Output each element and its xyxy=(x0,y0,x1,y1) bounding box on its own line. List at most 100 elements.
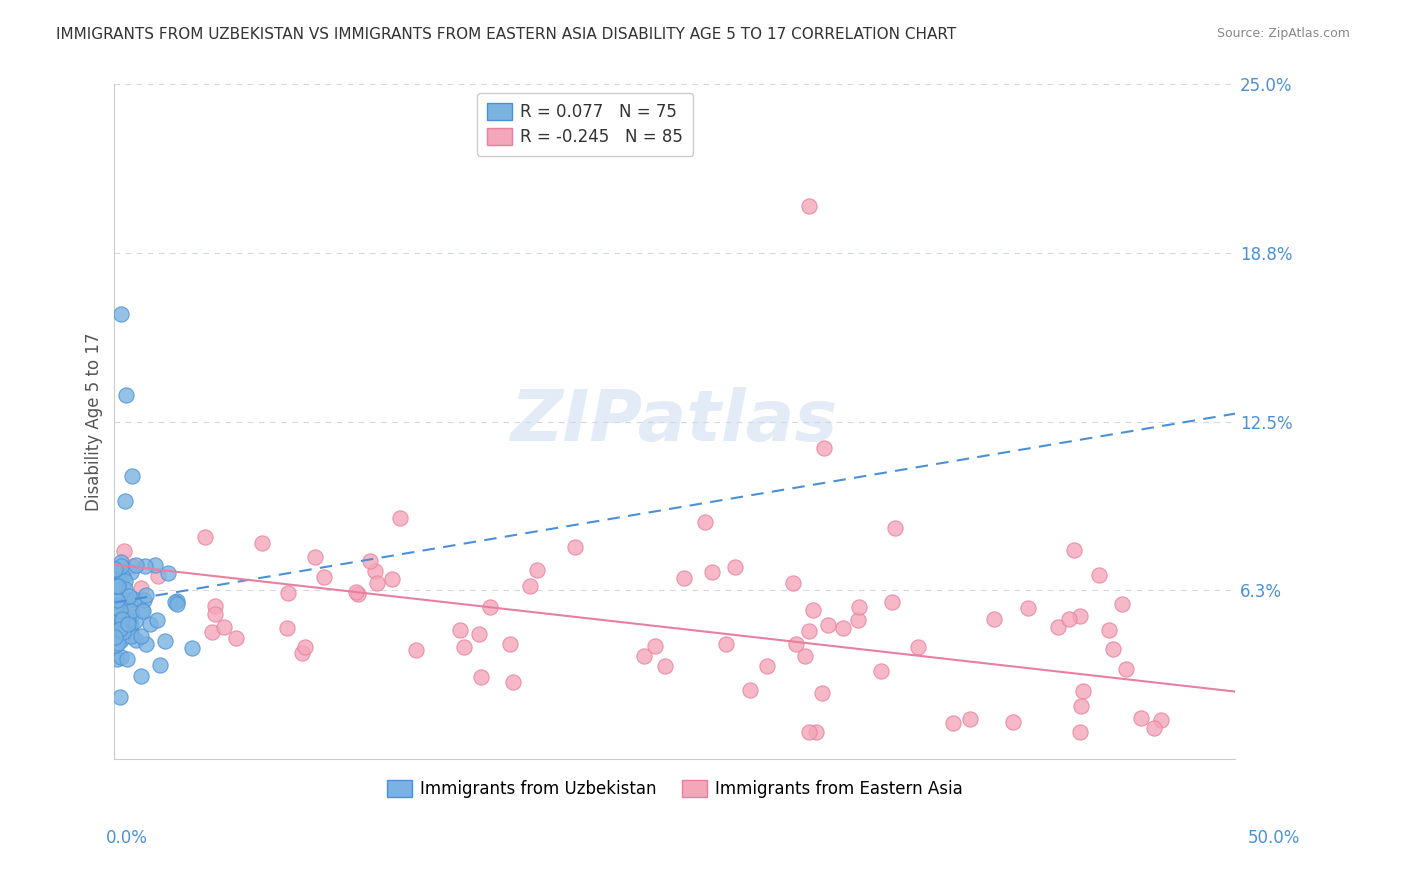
Point xyxy=(105,606,128,620)
Point xyxy=(111,570,134,584)
Point xyxy=(132,593,155,607)
Point xyxy=(846,613,869,627)
Point xyxy=(225,631,247,645)
Point xyxy=(700,565,723,579)
Point xyxy=(135,588,157,602)
Point xyxy=(1087,568,1109,582)
Point xyxy=(117,613,139,627)
Y-axis label: Disability Age 5 to 17: Disability Age 5 to 17 xyxy=(86,333,103,511)
Point xyxy=(115,615,138,630)
Point xyxy=(125,632,148,647)
Point xyxy=(125,558,148,573)
Point xyxy=(654,659,676,673)
Point xyxy=(499,637,522,651)
Point xyxy=(166,597,188,611)
Point xyxy=(204,607,226,621)
Point xyxy=(107,621,129,635)
Point xyxy=(785,637,807,651)
Point xyxy=(848,599,870,614)
Point xyxy=(811,686,834,700)
Point xyxy=(120,624,142,638)
Point xyxy=(104,576,127,591)
Point xyxy=(804,725,827,739)
Point xyxy=(108,574,131,589)
Point xyxy=(453,640,475,655)
Point xyxy=(143,558,166,573)
Point xyxy=(782,575,804,590)
Point xyxy=(120,604,142,618)
Point xyxy=(381,572,404,586)
Point xyxy=(105,598,128,612)
Point xyxy=(104,600,127,615)
Point xyxy=(405,643,427,657)
Point xyxy=(121,468,143,483)
Point xyxy=(1069,609,1091,624)
Point xyxy=(120,599,142,614)
Point xyxy=(366,576,388,591)
Point xyxy=(755,658,778,673)
Point xyxy=(104,580,127,594)
Point xyxy=(112,624,135,639)
Point xyxy=(470,670,492,684)
Point xyxy=(526,563,548,577)
Point xyxy=(135,637,157,651)
Point xyxy=(129,669,152,683)
Point xyxy=(449,624,471,638)
Point xyxy=(103,630,125,644)
Point xyxy=(817,617,839,632)
Point xyxy=(181,640,204,655)
Point xyxy=(146,613,169,627)
Point xyxy=(644,639,666,653)
Legend: Immigrants from Uzbekistan, Immigrants from Eastern Asia: Immigrants from Uzbekistan, Immigrants f… xyxy=(380,773,969,805)
Point xyxy=(117,652,139,666)
Point xyxy=(724,560,747,574)
Point xyxy=(869,664,891,678)
Point xyxy=(304,549,326,564)
Point xyxy=(120,616,142,631)
Point xyxy=(799,199,821,213)
Point xyxy=(194,530,217,544)
Point xyxy=(1115,662,1137,676)
Point xyxy=(105,612,128,626)
Point xyxy=(105,592,128,607)
Point xyxy=(110,616,132,631)
Point xyxy=(117,592,139,607)
Point xyxy=(107,652,129,666)
Point xyxy=(107,617,129,632)
Point xyxy=(794,649,817,664)
Point xyxy=(212,620,235,634)
Point xyxy=(117,589,139,603)
Point xyxy=(633,649,655,664)
Point xyxy=(117,617,139,632)
Point xyxy=(110,307,132,321)
Point xyxy=(114,574,136,589)
Text: IMMIGRANTS FROM UZBEKISTAN VS IMMIGRANTS FROM EASTERN ASIA DISABILITY AGE 5 TO 1: IMMIGRANTS FROM UZBEKISTAN VS IMMIGRANTS… xyxy=(56,27,956,42)
Point xyxy=(1047,620,1070,634)
Point xyxy=(479,599,502,614)
Point xyxy=(139,616,162,631)
Text: 50.0%: 50.0% xyxy=(1249,830,1301,847)
Point xyxy=(129,629,152,643)
Point xyxy=(132,604,155,618)
Point xyxy=(1069,725,1091,739)
Point xyxy=(107,578,129,592)
Text: Source: ZipAtlas.com: Source: ZipAtlas.com xyxy=(1216,27,1350,40)
Point xyxy=(111,612,134,626)
Point xyxy=(468,626,491,640)
Point xyxy=(1017,600,1039,615)
Point xyxy=(884,521,907,535)
Point xyxy=(110,559,132,574)
Point xyxy=(148,569,170,583)
Point xyxy=(108,603,131,617)
Point xyxy=(359,554,381,568)
Point xyxy=(121,559,143,574)
Point xyxy=(200,624,222,639)
Point xyxy=(388,511,411,525)
Point xyxy=(105,638,128,652)
Point xyxy=(153,634,176,648)
Point xyxy=(314,570,336,584)
Point xyxy=(291,646,314,660)
Point xyxy=(114,494,136,508)
Point xyxy=(120,610,142,624)
Point xyxy=(204,599,226,614)
